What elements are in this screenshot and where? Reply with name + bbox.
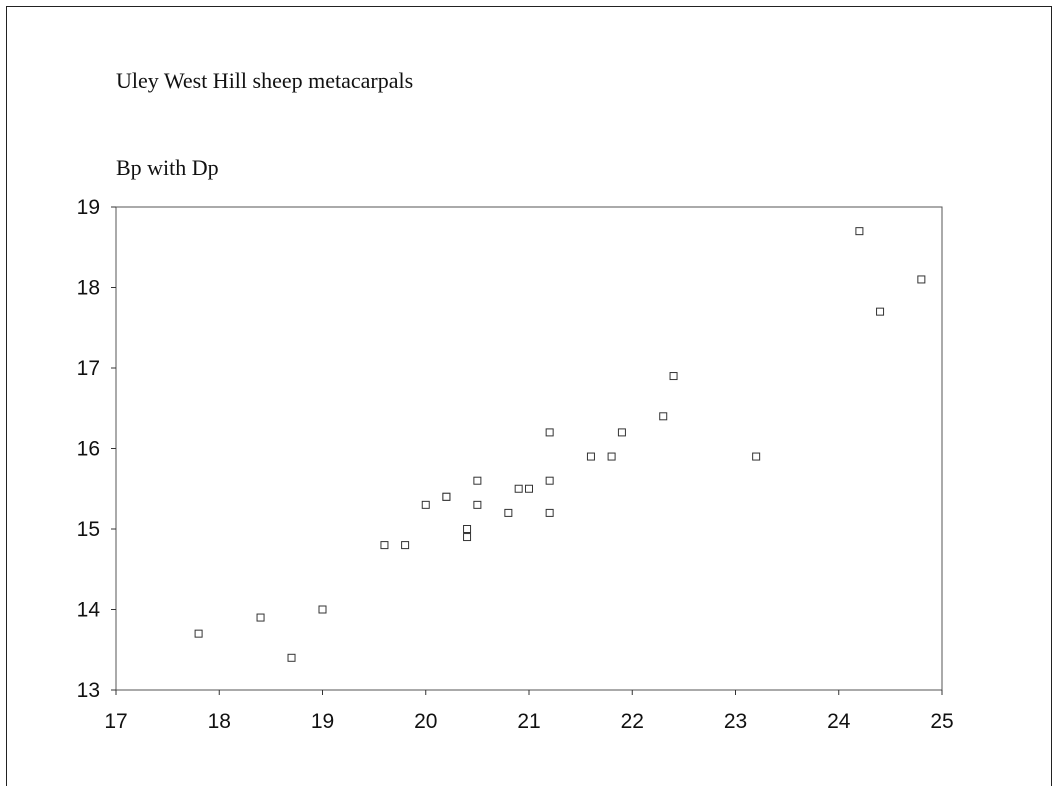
y-tick-label: 18 <box>77 277 100 300</box>
data-points <box>194 227 926 662</box>
data-point <box>256 613 265 622</box>
figure-frame <box>6 6 1052 786</box>
data-point <box>380 541 389 550</box>
x-tick-label: 17 <box>104 710 127 733</box>
x-tick-label: 22 <box>621 710 644 733</box>
x-tick-label: 20 <box>414 710 437 733</box>
y-tick-label: 15 <box>77 518 100 541</box>
data-point <box>525 484 533 493</box>
y-tick-label: 16 <box>77 438 100 461</box>
y-tick-label: 19 <box>77 196 100 219</box>
data-point <box>617 428 626 437</box>
x-tick-label: 21 <box>517 710 540 733</box>
data-point <box>586 452 595 461</box>
data-point <box>504 508 513 517</box>
y-tick-label: 13 <box>77 679 100 702</box>
chart-title: Uley West Hill sheep metacarpals <box>116 68 414 93</box>
data-point <box>659 412 668 421</box>
data-point <box>917 275 926 284</box>
y-tick-label: 14 <box>77 599 101 622</box>
data-point <box>607 452 616 461</box>
x-tick-label: 24 <box>827 710 851 733</box>
plot-area <box>115 206 943 691</box>
data-point <box>463 525 472 533</box>
data-point <box>442 492 451 501</box>
data-point <box>876 307 885 316</box>
data-point <box>194 629 203 638</box>
data-point <box>669 372 678 381</box>
chart-subtitle: Bp with Dp <box>116 155 219 180</box>
data-point <box>463 533 472 542</box>
data-point <box>318 605 327 614</box>
scatter-chart: 17 18 19 20 21 22 23 24 25 13 14 15 16 17 18 19 <box>77 196 954 733</box>
data-point <box>752 452 761 461</box>
data-point <box>473 500 482 509</box>
data-point <box>514 484 523 493</box>
data-point <box>421 500 430 509</box>
x-tick-label: 25 <box>930 710 953 733</box>
data-point <box>545 428 554 437</box>
x-tick-label: 23 <box>724 710 747 733</box>
y-axis-ticks: 13 14 15 16 17 18 19 <box>77 196 116 702</box>
data-point <box>855 227 864 236</box>
data-point <box>545 476 554 485</box>
x-tick-label: 19 <box>311 710 334 733</box>
data-point <box>401 541 410 550</box>
data-point <box>287 653 296 662</box>
data-point <box>473 476 482 485</box>
data-point <box>545 508 554 517</box>
x-axis-ticks: 17 18 19 20 21 22 23 24 25 <box>104 690 954 733</box>
x-tick-label: 18 <box>208 710 231 733</box>
y-tick-label: 17 <box>77 357 100 380</box>
